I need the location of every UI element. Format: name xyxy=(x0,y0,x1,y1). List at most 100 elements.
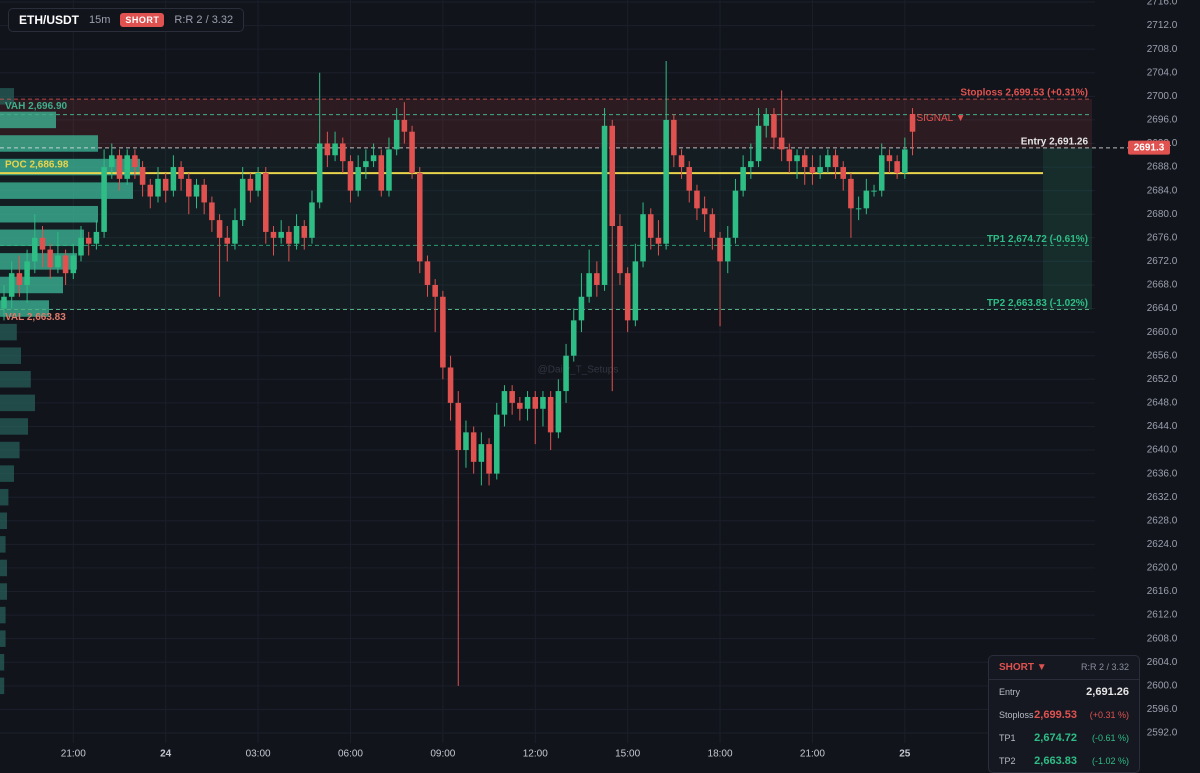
candle-body xyxy=(224,237,231,244)
candle-body xyxy=(601,125,608,285)
candle-body xyxy=(894,161,900,173)
profile-bar xyxy=(0,654,5,671)
candle-body xyxy=(509,391,515,403)
y-tick-label: 2660.0 xyxy=(1147,327,1178,338)
candle-body xyxy=(239,178,246,221)
candle-body xyxy=(540,396,546,409)
y-tick-label: 2668.0 xyxy=(1147,280,1178,291)
y-tick-label: 2612.0 xyxy=(1147,610,1178,621)
candle-body xyxy=(617,226,623,274)
candle-body xyxy=(624,273,631,321)
candle-body xyxy=(170,167,177,191)
candle-body xyxy=(771,114,777,138)
candle-body xyxy=(201,184,207,203)
zone xyxy=(1043,147,1092,310)
candle-body xyxy=(101,167,107,232)
y-tick-label: 2716.0 xyxy=(1147,0,1178,8)
candle-body xyxy=(316,143,323,203)
profile-bar xyxy=(0,488,9,506)
x-tick-label: 18:00 xyxy=(708,749,733,760)
y-tick-label: 2708.0 xyxy=(1147,44,1178,55)
candle-body xyxy=(786,149,793,162)
risk-reward: R:R 2 / 3.32 xyxy=(174,14,234,26)
row-label: TP1 xyxy=(999,732,1016,743)
profile-bar xyxy=(0,347,21,364)
candle-body xyxy=(570,320,577,356)
candle-body xyxy=(186,178,192,197)
candle-body xyxy=(355,167,361,191)
candle-body xyxy=(486,444,492,474)
profile-bar xyxy=(0,88,14,105)
candle-body xyxy=(578,296,585,321)
candle-body xyxy=(686,167,693,191)
x-tick-label: 24 xyxy=(160,749,172,760)
candle-body xyxy=(8,273,15,297)
profile-bar xyxy=(0,630,6,647)
x-tick-label: 03:00 xyxy=(246,749,271,760)
x-tick-label: 12:00 xyxy=(523,749,548,760)
candle-body xyxy=(447,367,454,403)
panel-rr: R:R 2 / 3.32 xyxy=(1080,662,1129,672)
candle-body xyxy=(278,231,284,238)
candle-body xyxy=(671,119,677,156)
candle-body xyxy=(493,414,500,474)
candle-body xyxy=(640,214,646,262)
candle-body xyxy=(255,172,261,191)
trade-label: Entry 2,691.26 xyxy=(1021,136,1089,147)
candle-body xyxy=(647,214,654,238)
interval[interactable]: 15m xyxy=(89,14,111,26)
candle-body xyxy=(732,190,739,238)
y-tick-label: 2628.0 xyxy=(1147,515,1178,526)
candle-body xyxy=(501,391,508,415)
candle-body xyxy=(78,237,84,256)
profile-bar xyxy=(0,371,31,388)
symbol[interactable]: ETH/USDT xyxy=(19,13,79,27)
profile-bar xyxy=(0,441,20,459)
candle-body xyxy=(517,402,523,409)
candle-body xyxy=(70,255,77,274)
profile-bar xyxy=(0,394,35,412)
candle-body xyxy=(424,261,431,285)
candle-body xyxy=(178,167,184,179)
candle-body xyxy=(909,114,916,132)
candle-body xyxy=(478,444,485,462)
candle-body xyxy=(863,190,870,209)
y-tick-label: 2676.0 xyxy=(1147,232,1178,243)
candle-body xyxy=(809,167,816,173)
candle-body xyxy=(247,178,254,191)
candle-body xyxy=(24,261,30,285)
y-tick-label: 2616.0 xyxy=(1147,586,1178,597)
candle-body xyxy=(586,273,592,297)
y-tick-label: 2596.0 xyxy=(1147,704,1178,715)
candle-body xyxy=(232,220,238,244)
row-label: Entry xyxy=(999,686,1021,697)
candle-body xyxy=(193,184,200,197)
x-tick-label: 09:00 xyxy=(430,749,455,760)
candle-body xyxy=(724,237,731,262)
level-label: VAH 2,696.90 xyxy=(5,101,68,112)
row-value: 2,699.53 xyxy=(1034,708,1077,721)
panel-title: SHORT ▼ xyxy=(999,662,1047,673)
profile-bar xyxy=(0,677,5,695)
candle-body xyxy=(124,155,130,179)
candle-body xyxy=(694,190,700,209)
profile-bar xyxy=(0,205,98,223)
y-tick-label: 2624.0 xyxy=(1147,539,1178,550)
row-value: 2,674.72 xyxy=(1034,731,1077,744)
candle-body xyxy=(871,190,877,192)
candle-body xyxy=(393,119,400,150)
y-tick-label: 2608.0 xyxy=(1147,633,1178,644)
candle-body xyxy=(825,155,831,168)
trade-label: TP2 2,663.83 (-1.02%) xyxy=(987,298,1088,309)
profile-bar xyxy=(0,583,7,600)
y-tick-label: 2592.0 xyxy=(1147,728,1178,739)
y-tick-label: 2648.0 xyxy=(1147,398,1178,409)
candle-body xyxy=(594,273,600,285)
candle-body xyxy=(524,396,531,409)
candle-body xyxy=(709,214,716,238)
profile-bar xyxy=(0,111,56,129)
candle-body xyxy=(717,237,723,262)
row-pct: (-1.02 %) xyxy=(1091,755,1129,766)
candle-body xyxy=(1,296,7,309)
